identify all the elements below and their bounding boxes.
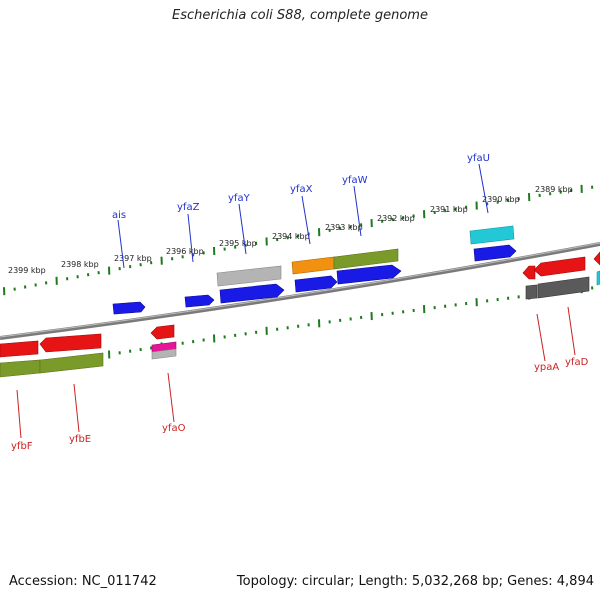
gene-arrow-ypaa[interactable]	[522, 265, 536, 280]
gene-arrow-edge-cyan[interactable]	[596, 270, 600, 286]
top-gene-labels: ais yfaZ yfaY yfaX yfaW yfaU	[112, 153, 490, 221]
kbp-label: 2394 kbp	[272, 232, 310, 241]
gene-label-yfay[interactable]: yfaY	[228, 193, 251, 204]
gene-arrow-yfau-cyan[interactable]	[469, 225, 515, 245]
kbp-label: 2396 kbp	[166, 247, 204, 256]
gene-label-yfbe[interactable]: yfbE	[69, 434, 91, 445]
map-title: Escherichia coli S88, complete genome	[172, 8, 428, 23]
kbp-label: 2397 kbp	[114, 254, 152, 263]
gene-arrow-yfax[interactable]	[294, 275, 338, 293]
genome-backbone	[0, 242, 600, 340]
gene-arrow-yfay-grey[interactable]	[216, 265, 282, 287]
gene-arrow-yfbf[interactable]	[0, 340, 39, 358]
kbp-label: 2395 kbp	[219, 239, 257, 248]
kbp-label: 2399 kbp	[8, 266, 46, 275]
gene-label-yfbf[interactable]: yfbF	[11, 441, 33, 452]
gene-label-yfao[interactable]: yfaO	[162, 423, 186, 434]
gene-label-yfaw[interactable]: yfaW	[342, 175, 368, 186]
gene-label-yfaz[interactable]: yfaZ	[177, 202, 200, 213]
gene-arrow-yfau[interactable]	[473, 244, 517, 262]
gene-arrow-yfad[interactable]	[533, 256, 586, 277]
kbp-label: 2398 kbp	[61, 260, 99, 269]
gene-arrow-yfax-orange[interactable]	[291, 256, 335, 275]
gene-arrow-yfaz[interactable]	[184, 294, 215, 308]
kbp-label: 2392 kbp	[377, 214, 415, 223]
gene-arrow-yfaw-olive[interactable]	[333, 248, 399, 270]
kbp-label: 2389 kbp	[535, 185, 573, 194]
bottom-strand-genes	[0, 251, 600, 378]
bottom-label-leaders	[16, 306, 576, 439]
gene-arrow-yfaw[interactable]	[336, 264, 402, 285]
gene-label-yfau[interactable]: yfaU	[467, 153, 490, 164]
gene-arrow-yfay[interactable]	[219, 283, 285, 304]
accession-label: Accession: NC_011742	[9, 574, 157, 589]
kbp-label: 2393 kbp	[325, 223, 363, 232]
gene-arrow-yfao-grey[interactable]	[151, 348, 177, 360]
gene-arrow-yfao[interactable]	[150, 324, 175, 340]
gene-arrow-yfad-grey[interactable]	[537, 276, 590, 299]
gene-arrow-yfbe-olive[interactable]	[39, 352, 104, 374]
gene-label-ypaa[interactable]: ypaA	[534, 362, 559, 373]
gene-arrow-yfbe[interactable]	[39, 333, 102, 353]
gene-arrow-edge-red[interactable]	[593, 251, 600, 266]
top-strand-genes	[112, 225, 517, 315]
kbp-label: 2391 kbp	[430, 205, 468, 214]
gene-arrow-yfbf-olive[interactable]	[0, 359, 41, 378]
kbp-label: 2390 kbp	[482, 195, 520, 204]
gene-label-yfad[interactable]: yfaD	[565, 357, 589, 368]
genome-backbone-highlight	[0, 242, 600, 338]
kbp-label-group: 2399 kbp 2398 kbp 2397 kbp 2396 kbp 2395…	[8, 185, 573, 275]
genome-stats-label: Topology: circular; Length: 5,032,268 bp…	[236, 574, 594, 589]
top-label-leaders	[117, 163, 489, 269]
gene-label-ais[interactable]: ais	[112, 210, 126, 221]
tick-scale-top	[3, 184, 594, 296]
gene-label-yfax[interactable]: yfaX	[290, 184, 313, 195]
bottom-gene-labels: yfbF yfbE yfaO ypaA yfaD	[11, 357, 589, 452]
gene-arrow-ais[interactable]	[112, 301, 146, 315]
gene-arrow-ypaa-grey[interactable]	[525, 284, 538, 300]
